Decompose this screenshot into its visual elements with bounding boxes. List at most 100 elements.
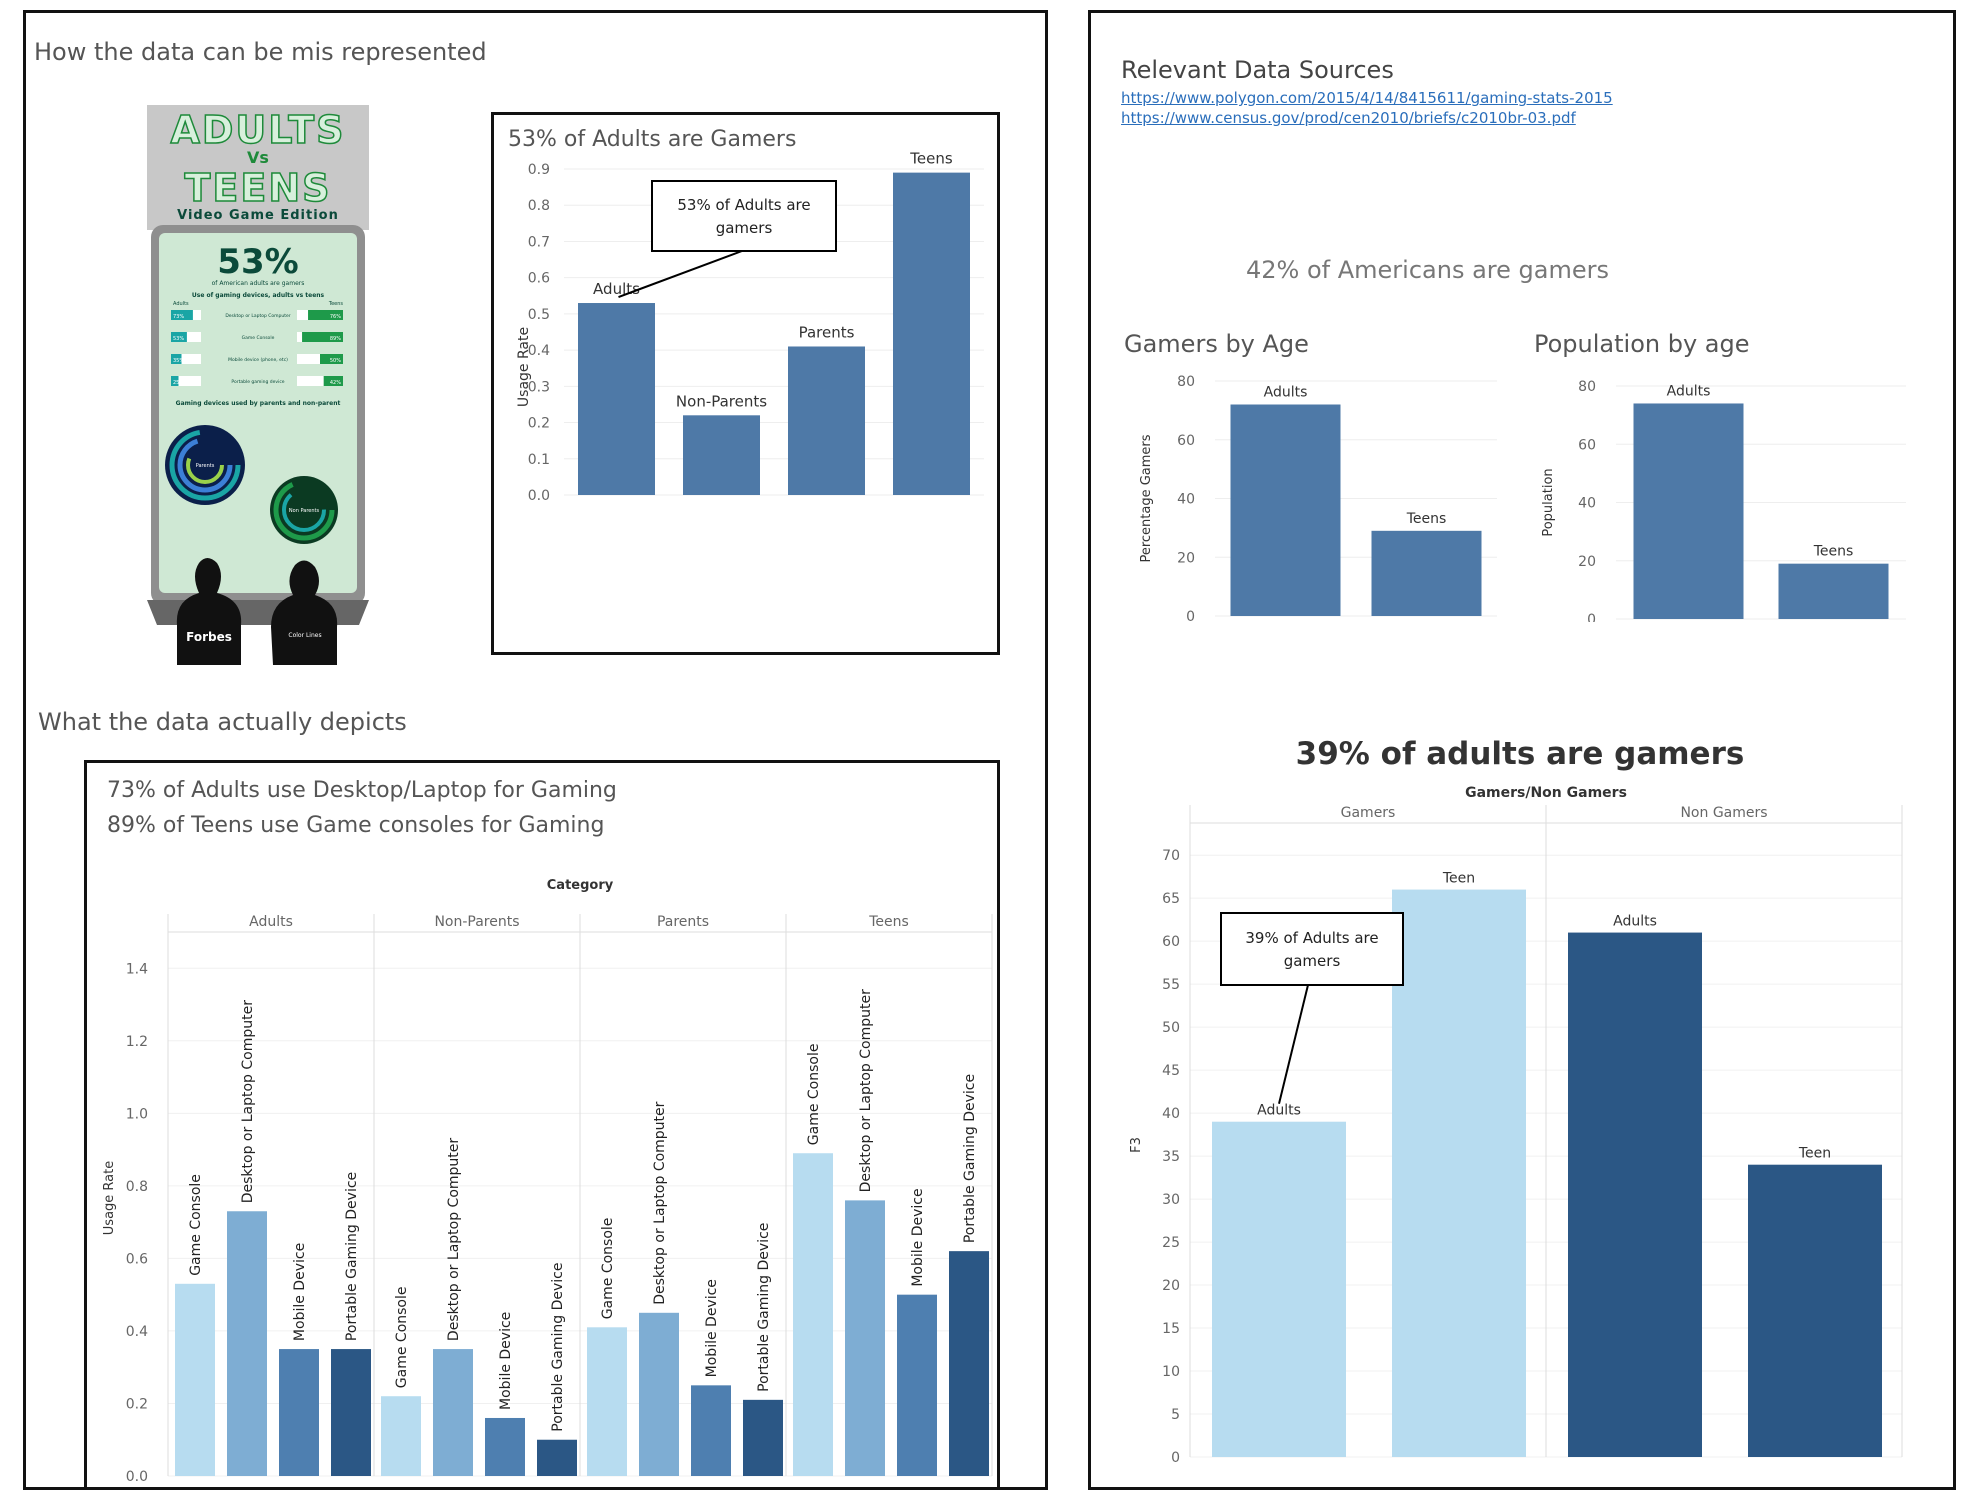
infographic-big-stat-caption: of American adults are gamers: [212, 280, 305, 287]
infographic-section2: Gaming devices used by parents and non-p…: [176, 400, 341, 407]
chart1-ytick: 0.4: [528, 343, 550, 359]
chart1-ytick: 0.3: [528, 379, 550, 395]
chart2-bar: [279, 1349, 319, 1476]
heading-data-sources: Relevant Data Sources: [1121, 56, 1394, 84]
chart5-title: 39% of adults are gamers: [1296, 736, 1745, 772]
chart4-title: Population by age: [1534, 330, 1750, 358]
ig-adult-bar: [171, 310, 193, 320]
infographic-donut1-label: Parents: [196, 463, 215, 469]
ig-adult-bar: [171, 354, 182, 364]
chart1-ytick: 0.0: [528, 488, 550, 504]
chart5-bar: [1748, 1164, 1882, 1457]
chart5-bar-label: Teen: [1442, 871, 1475, 887]
chart5-group-label: Gamers/Non Gamers: [1465, 785, 1627, 801]
chart2-bar-label: Desktop or Laptop Computer: [240, 1000, 256, 1203]
infographic-big-stat: 53%: [217, 242, 298, 282]
chart2-bar-label: Portable Gaming Device: [756, 1223, 772, 1392]
ig-teen-pct: 50%: [330, 358, 341, 364]
ig-adult-pct: 35%: [173, 358, 184, 364]
chart4-ytick: 0: [1587, 612, 1596, 622]
chart1-bar-adults: [578, 303, 655, 495]
chart2-bar: [691, 1385, 731, 1476]
infographic-device-rows: 73% Desktop or Laptop Computer 76% 53% Game …: [171, 310, 343, 386]
chart5-ytick: 55: [1162, 977, 1180, 993]
infographic-donut-parents: Parents: [165, 425, 245, 505]
chart3-bar-label: Adults: [1264, 385, 1308, 401]
chart2-bar: [433, 1349, 473, 1476]
chart5-ytick: 40: [1162, 1106, 1180, 1122]
chart2-ytick: 1.2: [126, 1034, 148, 1050]
chart1-annotation-line2: gamers: [716, 219, 773, 237]
chart5-bar: [1392, 889, 1526, 1457]
chart1-ytick: 0.6: [528, 271, 550, 287]
chart5-ytick: 25: [1162, 1235, 1180, 1251]
ig-adult-pct: 73%: [173, 314, 184, 320]
chart1-ytick: 0.9: [528, 162, 550, 178]
chart5-ylabel: F3: [1129, 1137, 1144, 1153]
chart2-bar: [381, 1396, 421, 1476]
chart4-ytick: 60: [1578, 437, 1596, 453]
chart5-group-gamers: Gamers: [1341, 805, 1396, 821]
heading-actual: What the data actually depicts: [38, 708, 407, 736]
chart1-ylabel: Usage Rate: [516, 327, 532, 407]
infographic-section1: Use of gaming devices, adults vs teens: [192, 292, 325, 299]
ig-teen-pct: 76%: [330, 314, 341, 320]
chart2-group-label: Category: [547, 878, 614, 893]
chart2-ytick: 0.2: [126, 1396, 148, 1412]
chart2-bar-label: Portable Gaming Device: [962, 1074, 978, 1243]
chart2-bar: [743, 1399, 783, 1476]
chart5-ytick: 0: [1171, 1450, 1180, 1466]
chart5-group-non-gamers: Non Gamers: [1680, 805, 1767, 821]
chart2-ytick: 0.0: [126, 1469, 148, 1484]
chart2-title-line2: 89% of Teens use Game consoles for Gamin…: [107, 813, 604, 838]
ig-adult-bar: [171, 376, 179, 386]
chart2-bar-label: Game Console: [394, 1286, 410, 1388]
infographic-col-adults: Adults: [173, 301, 189, 307]
chart2-ytick: 1.0: [126, 1106, 148, 1122]
chart5-ytick: 10: [1162, 1364, 1180, 1380]
ig-adult-pct: 53%: [173, 336, 184, 342]
ig-teen-pct: 42%: [330, 380, 341, 386]
ig-adult-track: [171, 354, 201, 364]
source-link-census[interactable]: https://www.census.gov/prod/cen2010/brie…: [1121, 109, 1576, 127]
ig-teen-pct: 89%: [330, 336, 341, 342]
chart4-bar-adults: [1633, 403, 1744, 619]
chart2-bar-label: Desktop or Laptop Computer: [858, 989, 874, 1192]
ig-row-label: Game Console: [242, 335, 275, 341]
chart4-bar-teens: [1778, 563, 1889, 619]
chart2-group-adults: Adults: [249, 914, 293, 930]
infographic-title-adults: ADULTS: [170, 108, 345, 152]
chart4-bar-label: Teens: [1813, 544, 1854, 560]
chart1-annotation-line1: 53% of Adults are: [677, 196, 810, 214]
source-link-polygon[interactable]: https://www.polygon.com/2015/4/14/841561…: [1121, 89, 1613, 107]
chart1-annotation-pointer: [618, 250, 743, 298]
chart2-ytick: 0.8: [126, 1179, 148, 1195]
chart5-ytick: 60: [1162, 934, 1180, 950]
chart1-ytick: 0.7: [528, 234, 550, 250]
chart5-ytick: 65: [1162, 891, 1180, 907]
chart2-bar: [587, 1327, 627, 1476]
chart5-annotation-pointer: [1278, 984, 1309, 1104]
chart1-bar-non-parents: [683, 415, 760, 495]
chart1-ytick: 0.5: [528, 307, 550, 323]
ig-teen-bar: [308, 310, 343, 320]
infographic-adults-vs-teens: ADULTS Vs TEENS Video Game Edition 53% o…: [147, 105, 369, 665]
chart-population-by-age: Population by age 0 20 40 60 80 Population Adul…: [1534, 330, 1906, 622]
chart5-annotation-box: [1220, 912, 1404, 986]
chart3-ytick: 0: [1186, 609, 1195, 622]
chart3-ytick: 20: [1177, 550, 1195, 566]
chart2-bar-label: Mobile Device: [910, 1188, 926, 1286]
chart2-bar: [537, 1439, 577, 1476]
chart4-ylabel: Population: [1541, 468, 1556, 536]
infographic-screen: [159, 233, 357, 593]
statement-americans-gamers: 42% of Americans are gamers: [1246, 256, 1609, 284]
ig-teen-bar: [323, 376, 343, 386]
chart2-bar: [175, 1283, 215, 1476]
ig-teen-bar: [302, 332, 343, 342]
chart2-group-teens: Teens: [868, 914, 909, 930]
chart5-bar-label: Adults: [1257, 1103, 1301, 1119]
ig-row-label: Portable gaming device: [231, 379, 284, 385]
chart3-ylabel: Percentage Gamers: [1139, 434, 1154, 562]
chart2-ylabel: Usage Rate: [102, 1161, 117, 1235]
ig-adult-pct: 25%: [173, 380, 184, 386]
